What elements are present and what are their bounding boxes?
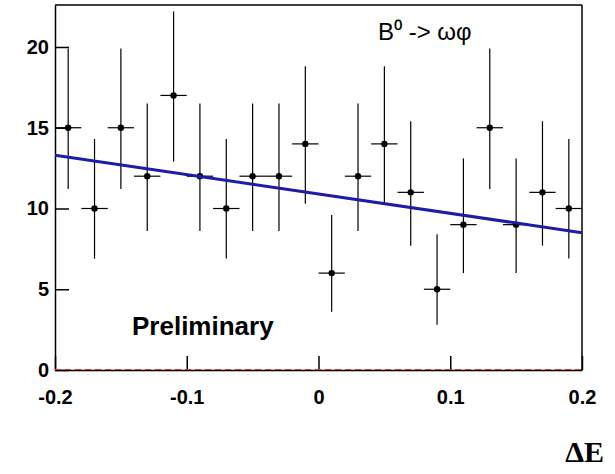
marker	[355, 173, 361, 179]
tick: 0	[38, 359, 69, 381]
marker	[487, 125, 493, 131]
tick-label: 0	[313, 386, 324, 408]
x-axis-title: ΔE	[565, 435, 604, 468]
error-bar	[120, 49, 121, 190]
data-point	[239, 104, 265, 232]
tick: -0.1	[170, 356, 204, 408]
data-point	[55, 49, 81, 190]
tick-label: 0.1	[437, 386, 465, 408]
error-bar	[410, 121, 411, 245]
marker	[302, 141, 308, 147]
data-point	[345, 104, 371, 232]
marker	[249, 173, 255, 179]
tick-mark	[55, 208, 69, 210]
data-point	[503, 158, 529, 273]
marker	[408, 189, 414, 195]
tick-mark	[55, 47, 69, 49]
marker	[276, 173, 282, 179]
x-axis: -0.2 -0.1 0 0.1 0.2	[38, 356, 596, 408]
error-bar	[568, 139, 569, 259]
data-point	[477, 49, 503, 190]
data-point	[266, 104, 292, 232]
annotation: B⁰ -> ωφ	[378, 18, 472, 45]
baseline	[55, 369, 582, 370]
error-bar	[173, 11, 174, 161]
marker	[170, 92, 176, 98]
tick-mark	[318, 356, 320, 370]
data-point	[160, 11, 186, 161]
tick-label: 5	[38, 278, 49, 300]
data-point	[108, 49, 134, 190]
error-bar	[252, 104, 253, 232]
tick-label: 0	[38, 359, 49, 381]
data-point	[213, 139, 239, 259]
data-point	[187, 104, 213, 232]
error-bar	[94, 139, 95, 259]
error-bar	[489, 49, 490, 190]
tick: 0	[313, 356, 324, 408]
chart: -0.2 -0.1 0 0.1 0.2 0 5 10 15 20 B⁰ -> ωφ Prelimina…	[0, 0, 615, 474]
data-point	[556, 139, 582, 259]
marker	[539, 189, 545, 195]
error-bar	[278, 104, 279, 232]
error-bar	[305, 66, 306, 203]
error-bar	[384, 66, 385, 203]
error-bar	[199, 104, 200, 232]
marker	[144, 173, 150, 179]
marker	[118, 125, 124, 131]
frame-right	[581, 5, 583, 370]
error-bar	[226, 139, 227, 259]
tick-label: 10	[27, 197, 49, 219]
marker	[566, 205, 572, 211]
marker	[460, 221, 466, 227]
error-bar	[436, 234, 437, 324]
data-point	[398, 121, 424, 245]
marker	[381, 141, 387, 147]
error-bar	[331, 215, 332, 312]
tick-label: 0.2	[569, 386, 597, 408]
tick: 0.1	[437, 356, 465, 408]
data-point	[371, 66, 397, 203]
data-point	[292, 66, 318, 203]
annotation: Preliminary	[132, 311, 274, 341]
tick-label: 20	[27, 36, 49, 58]
frame-top	[55, 4, 582, 6]
error-bar	[357, 104, 358, 232]
tick-mark	[450, 356, 452, 370]
tick-label: -0.2	[38, 386, 72, 408]
marker	[91, 205, 97, 211]
tick: 5	[38, 278, 69, 300]
fit-line	[55, 155, 582, 233]
error-bar	[68, 49, 69, 190]
tick-mark	[187, 356, 189, 370]
marker	[65, 125, 71, 131]
data-point	[319, 215, 345, 312]
marker	[223, 205, 229, 211]
tick: 10	[27, 197, 69, 219]
x-axis-line	[56, 370, 583, 372]
tick-mark	[55, 289, 69, 291]
data-point	[424, 234, 450, 324]
plot-area	[55, 11, 582, 370]
error-bar	[516, 158, 517, 273]
y-axis: 0 5 10 15 20	[27, 6, 69, 381]
tick-label: 15	[27, 117, 49, 139]
tick: 0.2	[569, 356, 597, 408]
marker	[434, 286, 440, 292]
tick-mark	[582, 356, 584, 370]
data-point	[81, 139, 107, 259]
y-axis-line	[55, 6, 57, 371]
marker	[328, 270, 334, 276]
tick-label: -0.1	[170, 386, 204, 408]
tick: 20	[27, 36, 69, 58]
